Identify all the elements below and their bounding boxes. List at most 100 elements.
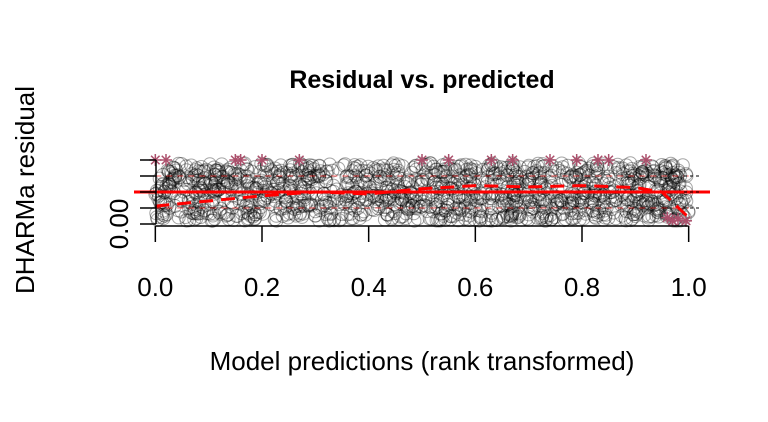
- scatter-point: [620, 164, 635, 179]
- scatter-point: [179, 213, 194, 228]
- scatter-point: [197, 164, 212, 179]
- scatter-point: [667, 170, 682, 185]
- scatter-point: [480, 170, 495, 185]
- scatter-point: [449, 205, 464, 220]
- scatter-point: [461, 189, 476, 204]
- scatter-point: [187, 204, 202, 219]
- scatter-point: [484, 213, 499, 228]
- scatter-point: [543, 175, 558, 190]
- scatter-point: [661, 180, 676, 195]
- scatter-point: [194, 160, 209, 174]
- scatter-point: [536, 200, 550, 214]
- scatter-point: [408, 159, 423, 174]
- scatter-point: [295, 158, 310, 173]
- scatter-point: [211, 182, 226, 197]
- scatter-point: [573, 167, 587, 182]
- scatter-point: [285, 174, 299, 189]
- scatter-point: [645, 160, 660, 175]
- scatter-point: [318, 174, 333, 189]
- scatter-point: [339, 169, 354, 184]
- scatter-point: [273, 200, 288, 215]
- scatter-point: [384, 158, 399, 173]
- scatter-point: [542, 194, 557, 209]
- scatter-point: [404, 165, 419, 180]
- scatter-point: [525, 168, 540, 183]
- scatter-point: [668, 170, 683, 185]
- scatter-point: [468, 166, 483, 181]
- scatter-point: [633, 170, 648, 185]
- scatter-point: [208, 173, 223, 188]
- scatter-point: [670, 170, 685, 185]
- scatter-point: [345, 196, 360, 211]
- scatter-point: [606, 194, 620, 209]
- scatter-point: [381, 172, 396, 187]
- scatter-point: [308, 208, 323, 223]
- scatter-point: [510, 175, 525, 189]
- scatter-point: [622, 205, 637, 220]
- scatter-point: [621, 176, 636, 191]
- scatter-point: [624, 195, 639, 210]
- scatter-point: [635, 166, 650, 181]
- scatter-point: [554, 156, 569, 171]
- scatter-point: [414, 172, 429, 187]
- scatter-point: [652, 203, 667, 218]
- scatter-point: [392, 171, 407, 186]
- scatter-point: [650, 201, 665, 216]
- scatter-point: [671, 165, 686, 180]
- scatter-point: [209, 196, 224, 211]
- scatter-point: [304, 172, 319, 187]
- scatter-point: [179, 159, 194, 174]
- scatter-point: [233, 171, 248, 186]
- scatter-point: [575, 195, 589, 210]
- scatter-point: [660, 168, 675, 183]
- scatter-point: [645, 196, 660, 211]
- scatter-point: [165, 172, 180, 187]
- scatter-point: [589, 163, 603, 178]
- scatter-point: [365, 202, 379, 217]
- scatter-point: [272, 170, 287, 185]
- scatter-point: [554, 195, 569, 210]
- scatter-point: [472, 213, 487, 228]
- scatter-point: [293, 205, 308, 220]
- scatter-point: [162, 200, 177, 215]
- scatter-point: [667, 186, 682, 201]
- scatter-point: [153, 196, 168, 210]
- scatter-point: [165, 171, 180, 186]
- outlier-point: [256, 154, 268, 166]
- scatter-point: [353, 158, 368, 173]
- scatter-point: [288, 208, 303, 223]
- scatter-point: [444, 182, 459, 197]
- scatter-point: [161, 164, 176, 179]
- scatter-point: [200, 206, 214, 221]
- scatter-point: [602, 181, 617, 195]
- scatter-point: [446, 208, 461, 223]
- scatter-point: [525, 166, 540, 181]
- scatter-point: [448, 163, 463, 178]
- scatter-point: [249, 181, 264, 195]
- scatter-point: [319, 174, 334, 189]
- scatter-point: [450, 159, 465, 174]
- scatter-point: [576, 165, 591, 180]
- scatter-point: [405, 198, 420, 213]
- outlier-point: [506, 154, 519, 166]
- scatter-point: [583, 195, 598, 210]
- scatter-point: [569, 206, 584, 221]
- scatter-point: [263, 197, 278, 212]
- scatter-point: [481, 213, 496, 228]
- scatter-point: [379, 181, 394, 195]
- scatter-point: [565, 195, 580, 210]
- scatter-point: [421, 172, 436, 187]
- scatter-point: [550, 196, 564, 211]
- scatter-point: [484, 198, 499, 213]
- scatter-point: [565, 168, 580, 183]
- scatter-point: [671, 163, 686, 178]
- scatter-point: [539, 208, 554, 223]
- scatter-point: [635, 198, 650, 213]
- scatter-point: [244, 164, 259, 179]
- outlier-point: [602, 154, 615, 166]
- scatter-point: [531, 156, 546, 171]
- scatter-point: [230, 167, 245, 181]
- scatter-point: [283, 158, 298, 173]
- scatter-point: [519, 174, 533, 189]
- scatter-point: [614, 208, 629, 223]
